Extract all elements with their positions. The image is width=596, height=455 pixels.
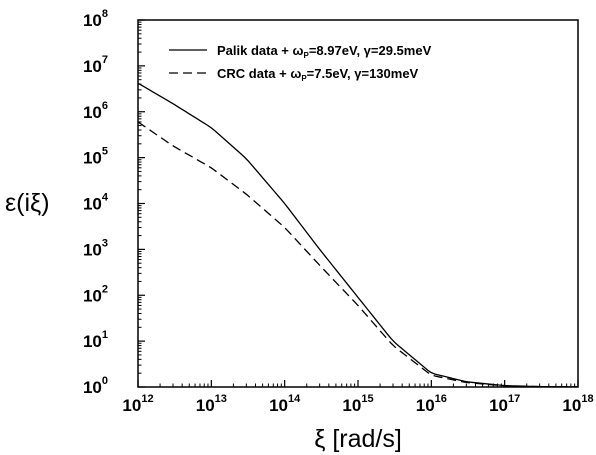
x-tick-label: 1015 [342, 393, 373, 415]
x-tick-exponent: 14 [288, 393, 301, 405]
legend-crc-sub: P [301, 74, 307, 83]
legend: Palik data + ωP=8.97eV, γ=29.5meV CRC da… [169, 43, 432, 83]
y-tick-exponent: 8 [102, 8, 108, 20]
y-tick-base: 10 [83, 103, 102, 122]
y-tick-exponent: 6 [102, 100, 108, 112]
y-tick-label: 106 [83, 100, 108, 122]
x-tick-exponent: 12 [141, 393, 153, 405]
legend-label-palik: Palik data + ωP=8.97eV, γ=29.5meV [217, 43, 432, 60]
y-tick-base: 10 [83, 378, 102, 397]
x-tick-base: 10 [489, 396, 508, 415]
x-tick-label: 1018 [562, 393, 593, 415]
series-group [137, 82, 579, 388]
y-tick-exponent: 3 [102, 237, 108, 249]
y-tick-label: 105 [83, 146, 108, 168]
y-tick-base: 10 [83, 57, 102, 76]
y-tick-exponent: 7 [102, 54, 108, 66]
x-tick-label: 1014 [269, 393, 301, 415]
series-line-crc [137, 121, 579, 388]
x-axis-ticks: 1012 1013 1014 1015 1016 1017 1018 [122, 380, 594, 415]
y-axis-label: ε(iξ) [5, 189, 50, 217]
x-tick-label: 1012 [122, 393, 153, 415]
x-tick-exponent: 13 [215, 393, 227, 405]
legend-label-crc: CRC data + ωP=7.5eV, γ=130meV [217, 66, 419, 83]
legend-palik-pre: Palik data + ω [217, 43, 304, 58]
x-tick-exponent: 15 [361, 393, 373, 405]
y-tick-label: 103 [83, 237, 108, 259]
legend-crc-post: =7.5eV, γ=130meV [307, 66, 419, 81]
y-tick-label: 100 [83, 375, 108, 397]
x-tick-base: 10 [122, 396, 141, 415]
y-tick-label: 104 [83, 192, 109, 214]
x-tick-base: 10 [342, 396, 361, 415]
y-tick-exponent: 1 [102, 329, 108, 341]
x-tick-base: 10 [562, 396, 581, 415]
y-tick-base: 10 [83, 332, 102, 351]
y-tick-exponent: 4 [102, 192, 109, 204]
y-tick-base: 10 [83, 11, 102, 30]
x-tick-label: 1017 [489, 393, 520, 415]
y-tick-label: 108 [83, 8, 108, 30]
y-tick-base: 10 [83, 149, 102, 168]
x-axis-label: ξ [rad/s] [314, 425, 402, 453]
x-tick-exponent: 16 [435, 393, 447, 405]
x-tick-base: 10 [196, 396, 215, 415]
x-tick-base: 10 [416, 396, 435, 415]
y-tick-label: 101 [83, 329, 108, 351]
y-tick-exponent: 2 [102, 283, 108, 295]
y-tick-base: 10 [83, 240, 102, 259]
y-tick-label: 107 [83, 54, 108, 76]
x-tick-label: 1016 [416, 393, 447, 415]
x-tick-exponent: 17 [508, 393, 520, 405]
x-tick-exponent: 18 [581, 393, 593, 405]
legend-crc-pre: CRC data + ω [217, 66, 301, 81]
y-tick-base: 10 [83, 195, 102, 214]
series-line-palik [137, 82, 579, 388]
x-tick-base: 10 [269, 396, 288, 415]
y-tick-exponent: 0 [102, 375, 108, 387]
legend-palik-post: =8.97eV, γ=29.5meV [309, 43, 432, 58]
x-tick-label: 1013 [196, 393, 227, 415]
y-tick-label: 102 [83, 283, 108, 305]
y-tick-exponent: 5 [102, 146, 108, 158]
y-tick-base: 10 [83, 286, 102, 305]
legend-palik-sub: P [304, 51, 310, 60]
